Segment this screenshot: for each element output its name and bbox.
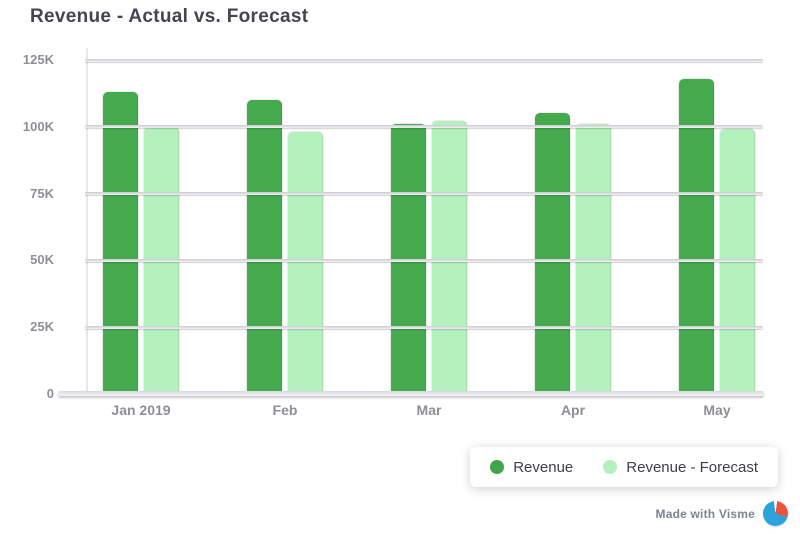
gridline-50k [85, 258, 763, 262]
gridline-125k [85, 58, 763, 62]
gridline-25k [85, 325, 763, 329]
y-tick-label-75k: 75K [30, 185, 54, 201]
x-tick-label-jan-2019: Jan 2019 [111, 402, 171, 418]
y-tick-label-100k: 100K [22, 118, 54, 134]
x-tick-label-may: May [703, 402, 731, 418]
bar-revenue-feb [247, 100, 282, 394]
bar-revenue-forecast-mar [432, 121, 467, 394]
visme-logo-icon [763, 501, 788, 526]
bar-revenue-forecast-feb [288, 132, 323, 394]
legend-label-revenue-forecast: Revenue - Forecast [626, 458, 758, 476]
legend-label-revenue: Revenue [513, 458, 574, 476]
legend-item-revenue-forecast[interactable]: Revenue - Forecast [603, 459, 758, 476]
made-with-visme-badge[interactable]: Made with Visme [656, 501, 788, 526]
revenue-swatch-icon [490, 460, 505, 474]
x-tick-label-mar: Mar [416, 402, 442, 418]
x-axis-line [58, 391, 764, 396]
y-tick-label-50k: 50K [30, 252, 54, 268]
chart-title: Revenue - Actual vs. Forecast [30, 6, 309, 27]
y-axis-line [86, 48, 88, 396]
legend-item-revenue[interactable]: Revenue [490, 459, 573, 476]
y-tick-label-25k: 25K [30, 319, 54, 335]
gridline-75k [85, 192, 763, 196]
gridline-100k [85, 125, 763, 129]
bar-revenue-may [679, 78, 714, 394]
x-tick-label-feb: Feb [272, 402, 298, 418]
y-tick-label-0: 0 [46, 386, 54, 401]
y-tick-label-125k: 125K [22, 52, 54, 67]
x-tick-label-apr: Apr [560, 402, 586, 418]
bar-revenue-jan-2019 [103, 92, 138, 394]
watermark-text: Made with Visme [655, 506, 755, 521]
bar-revenue-apr [535, 113, 570, 394]
revenue-forecast-swatch-icon [603, 460, 618, 474]
legend: Revenue Revenue - Forecast [470, 447, 778, 487]
